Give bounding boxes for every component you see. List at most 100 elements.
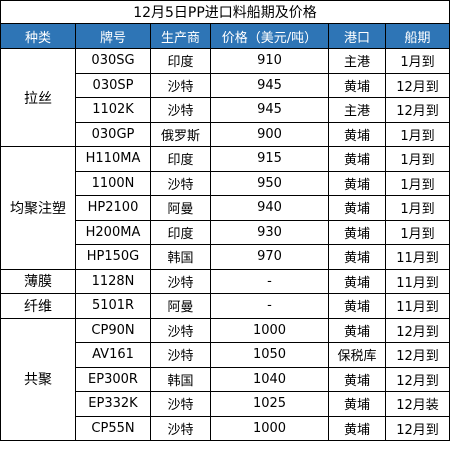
producer-cell: 俄罗斯 xyxy=(150,121,211,147)
producer-cell: 印度 xyxy=(150,48,211,74)
table-row: 纤维 5101R 阿曼 - 黄埔 11月到 xyxy=(0,293,450,319)
header-producer: 生产商 xyxy=(150,23,211,49)
shipping-cell: 12月到 xyxy=(384,342,450,368)
grade-cell: H200MA xyxy=(75,219,151,245)
port-cell: 黄埔 xyxy=(328,146,386,172)
producer-cell: 沙特 xyxy=(150,268,211,294)
port-cell: 黄埔 xyxy=(328,317,386,343)
port-cell: 黄埔 xyxy=(328,268,386,294)
title-row: 12月5日PP进口料船期及价格 xyxy=(0,0,450,24)
port-cell: 主港 xyxy=(328,48,386,74)
grade-cell: 030SP xyxy=(75,72,151,98)
producer-cell: 阿曼 xyxy=(150,195,211,221)
table-row: 1102K 沙特 945 主港 12月到 xyxy=(1,97,450,123)
header-port: 港口 xyxy=(328,23,386,49)
shipping-cell: 1月到 xyxy=(384,146,450,172)
grade-cell: EP300R xyxy=(75,366,151,392)
producer-cell: 沙特 xyxy=(150,342,211,368)
category-cell: 拉丝 xyxy=(0,48,76,147)
grade-cell: HP2100 xyxy=(75,195,151,221)
table-body: 拉丝 030SG 印度 910 主港 1月到 030SP 沙特 945 黄埔 12月到 1102K 沙特… xyxy=(0,48,450,441)
price-cell: 1025 xyxy=(210,391,329,417)
table-row: 共聚 CP90N 沙特 1000 黄埔 12月到 xyxy=(0,317,450,441)
header-category: 种类 xyxy=(0,23,76,49)
shipping-cell: 11月到 xyxy=(384,293,450,319)
grade-cell: 1102K xyxy=(75,97,151,123)
grade-cell: CP90N xyxy=(75,317,151,343)
shipping-cell: 12月到 xyxy=(384,72,450,98)
producer-cell: 沙特 xyxy=(150,415,211,441)
port-cell: 黄埔 xyxy=(328,244,386,270)
table-title: 12月5日PP进口料船期及价格 xyxy=(0,0,450,24)
port-cell: 主港 xyxy=(328,97,386,123)
category-cell: 薄膜 xyxy=(0,268,76,294)
price-cell: 945 xyxy=(210,97,329,123)
port-cell: 黄埔 xyxy=(328,415,386,441)
header-price: 价格（美元/吨） xyxy=(210,23,329,49)
producer-cell: 韩国 xyxy=(150,244,211,270)
category-cell: 均聚注塑 xyxy=(0,146,76,270)
shipping-cell: 12月到 xyxy=(384,97,450,123)
table-row: HP2100 阿曼 940 黄埔 1月到 xyxy=(1,195,450,221)
table-row: 均聚注塑 H110MA 印度 915 黄埔 1月到 xyxy=(0,146,450,270)
grade-cell: CP55N xyxy=(75,415,151,441)
shipping-cell: 12月到 xyxy=(384,366,450,392)
shipping-cell: 12月到 xyxy=(384,317,450,343)
port-cell: 黄埔 xyxy=(328,121,386,147)
price-cell: - xyxy=(210,268,329,294)
price-cell: 945 xyxy=(210,72,329,98)
grade-cell: 030GP xyxy=(75,121,151,147)
grade-cell: EP332K xyxy=(75,391,151,417)
port-cell: 黄埔 xyxy=(328,219,386,245)
grade-cell: 030SG xyxy=(75,48,151,74)
producer-cell: 印度 xyxy=(150,146,211,172)
shipping-cell: 12月到 xyxy=(384,415,450,441)
port-cell: 黄埔 xyxy=(328,195,386,221)
table-row: 030GP 俄罗斯 900 黄埔 1月到 xyxy=(1,121,450,147)
producer-cell: 印度 xyxy=(150,219,211,245)
table-row: 030SP 沙特 945 黄埔 12月到 xyxy=(1,72,450,98)
port-cell: 黄埔 xyxy=(328,366,386,392)
price-cell: 1000 xyxy=(210,317,329,343)
table-row: EP300R 韩国 1040 黄埔 12月到 xyxy=(1,366,450,392)
grade-cell: HP150G xyxy=(75,244,151,270)
producer-cell: 阿曼 xyxy=(150,293,211,319)
table-row: CP55N 沙特 1000 黄埔 12月到 xyxy=(1,415,450,441)
price-cell: 900 xyxy=(210,121,329,147)
shipping-cell: 11月到 xyxy=(384,268,450,294)
port-cell: 黄埔 xyxy=(328,391,386,417)
grade-cell: 5101R xyxy=(75,293,151,319)
producer-cell: 沙特 xyxy=(150,391,211,417)
price-cell: - xyxy=(210,293,329,319)
header-shipping: 船期 xyxy=(384,23,450,49)
shipping-cell: 1月到 xyxy=(384,170,450,196)
port-cell: 黄埔 xyxy=(328,170,386,196)
price-cell: 950 xyxy=(210,170,329,196)
price-cell: 910 xyxy=(210,48,329,74)
table-row: 薄膜 1128N 沙特 - 黄埔 11月到 xyxy=(0,268,450,294)
price-cell: 1040 xyxy=(210,366,329,392)
header-row: 种类 牌号 生产商 价格（美元/吨） 港口 船期 xyxy=(0,23,450,49)
port-cell: 黄埔 xyxy=(328,72,386,98)
producer-cell: 沙特 xyxy=(150,170,211,196)
price-cell: 970 xyxy=(210,244,329,270)
category-cell: 共聚 xyxy=(0,317,76,441)
price-cell: 940 xyxy=(210,195,329,221)
producer-cell: 沙特 xyxy=(150,97,211,123)
header-grade: 牌号 xyxy=(75,23,151,49)
shipping-cell: 1月到 xyxy=(384,195,450,221)
producer-cell: 韩国 xyxy=(150,366,211,392)
price-table: 12月5日PP进口料船期及价格 种类 牌号 生产商 价格（美元/吨） 港口 船期… xyxy=(0,0,450,441)
table-row: H200MA 印度 930 黄埔 1月到 xyxy=(1,219,450,245)
grade-cell: H110MA xyxy=(75,146,151,172)
category-cell: 纤维 xyxy=(0,293,76,319)
table-row: 拉丝 030SG 印度 910 主港 1月到 xyxy=(0,48,450,147)
producer-cell: 沙特 xyxy=(150,317,211,343)
shipping-cell: 11月到 xyxy=(384,244,450,270)
shipping-cell: 12月装 xyxy=(384,391,450,417)
grade-cell: 1128N xyxy=(75,268,151,294)
table-row: EP332K 沙特 1025 黄埔 12月装 xyxy=(1,391,450,417)
table-row: 1100N 沙特 950 黄埔 1月到 xyxy=(1,170,450,196)
grade-cell: AV161 xyxy=(75,342,151,368)
producer-cell: 沙特 xyxy=(150,72,211,98)
